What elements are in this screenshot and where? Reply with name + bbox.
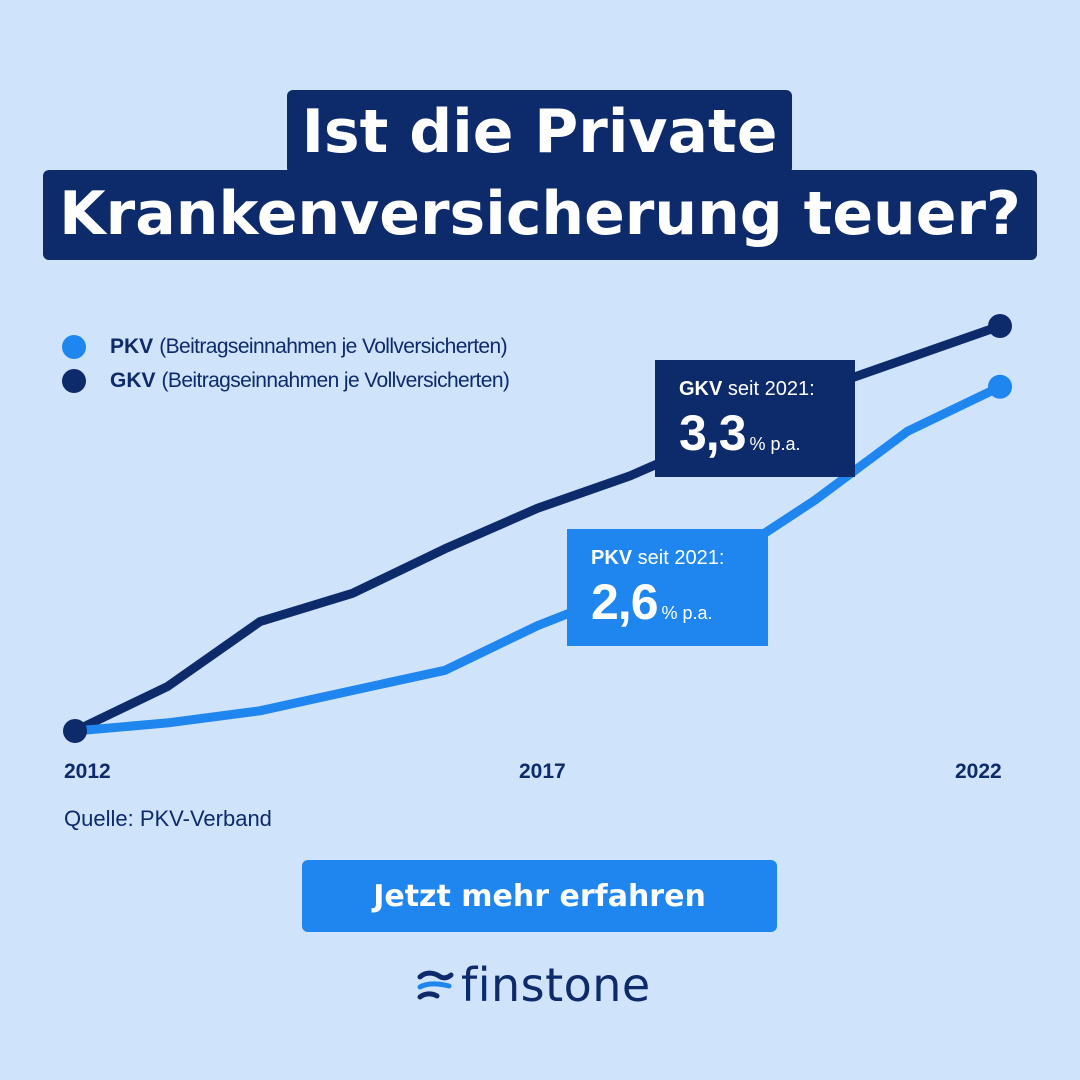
learn-more-button[interactable]: Jetzt mehr erfahren: [302, 860, 777, 932]
pkv-callout-heading: PKV seit 2021:: [591, 547, 724, 570]
pkv-callout-rate: 2,6% p.a.: [591, 573, 713, 631]
pkv-callout-unit: % p.a.: [661, 603, 713, 623]
source-note: Quelle: PKV-Verband: [64, 806, 272, 831]
series-end-point-gkv: [988, 314, 1012, 338]
series-end-point-pkv: [988, 374, 1012, 399]
gkv-callout-value: 3,3: [679, 405, 747, 461]
title-line-1: Ist die Private: [287, 90, 792, 174]
legend-gkv-key: GKV: [110, 369, 156, 392]
x-tick-2022: 2022: [955, 760, 1002, 783]
legend-pkv-key: PKV: [110, 335, 154, 358]
pkv-callout: PKV seit 2021: 2,6% p.a.: [567, 529, 768, 646]
finstone-logo-icon: [417, 970, 454, 1000]
gkv-callout-text: seit 2021:: [722, 378, 815, 400]
legend-pkv-desc: (Beitragseinnahmen je Vollversicherten): [159, 335, 507, 358]
chart-legend: PKV (Beitragseinnahmen je Vollversichert…: [62, 330, 510, 398]
finstone-logo[interactable]: finstone: [415, 958, 651, 1012]
series-line-gkv: [70, 321, 1005, 736]
pkv-callout-value: 2,6: [591, 574, 659, 630]
legend-gkv-dot-icon: [62, 369, 86, 393]
pkv-callout-key: PKV: [591, 547, 633, 569]
legend-item-pkv: PKV (Beitragseinnahmen je Vollversichert…: [62, 330, 509, 364]
x-tick-2012: 2012: [64, 760, 111, 783]
series-line-pkv: [70, 382, 1005, 736]
legend-gkv-desc: (Beitragseinnahmen je Vollversicherten): [161, 369, 510, 392]
brand-name: finstone: [461, 958, 651, 1012]
legend-item-gkv: GKV (Beitragseinnahmen je Vollversichert…: [62, 364, 510, 398]
pkv-callout-text: seit 2021:: [632, 547, 725, 569]
title-line-2: Krankenversicherung teuer?: [43, 170, 1037, 260]
series-start-point: [63, 719, 87, 743]
gkv-callout-rate: 3,3% p.a.: [679, 404, 801, 462]
gkv-callout: GKV seit 2021: 3,3% p.a.: [655, 360, 855, 477]
gkv-callout-key: GKV: [679, 378, 723, 400]
legend-pkv-dot-icon: [62, 335, 86, 359]
gkv-callout-unit: % p.a.: [749, 434, 801, 454]
gkv-callout-heading: GKV seit 2021:: [679, 378, 815, 401]
x-tick-2017: 2017: [519, 760, 566, 783]
